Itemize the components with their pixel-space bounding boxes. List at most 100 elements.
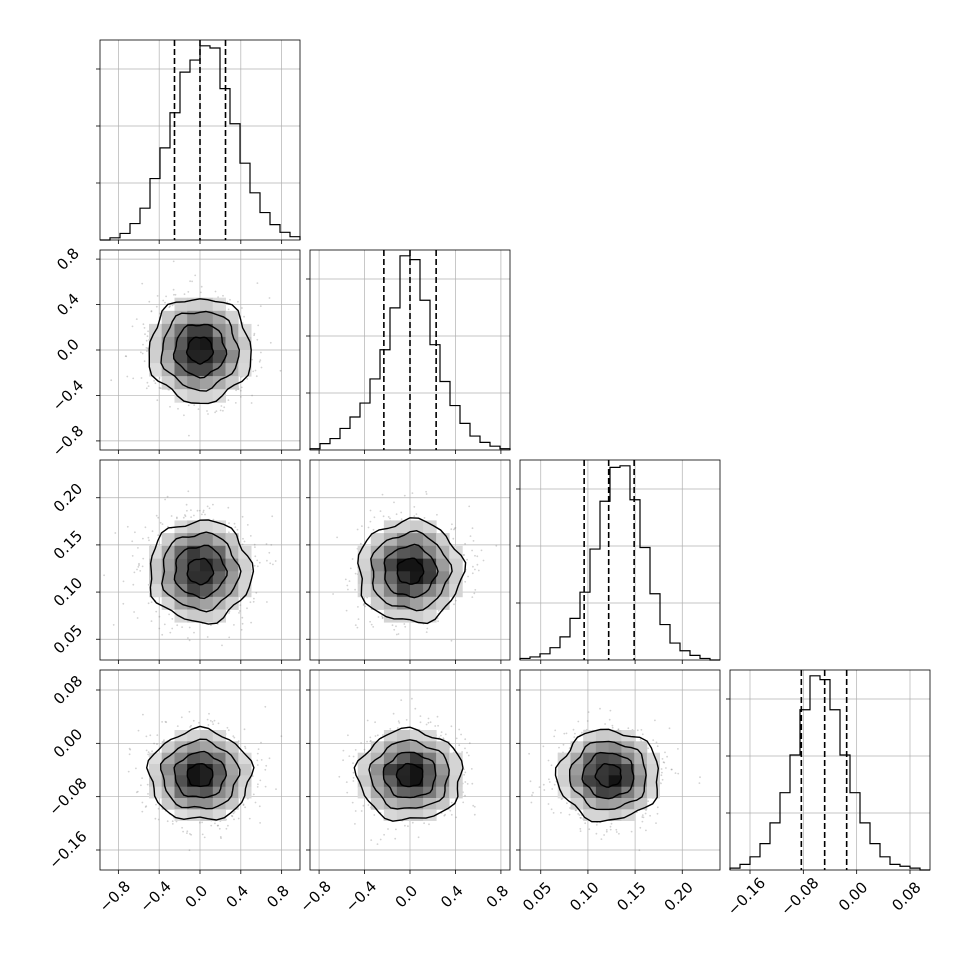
density-cell	[174, 809, 188, 821]
density-cell	[595, 741, 609, 753]
density-cell	[634, 764, 648, 776]
sample-point	[346, 584, 349, 587]
density-cell	[608, 786, 622, 799]
density-cell	[357, 775, 372, 787]
sample-point	[577, 813, 580, 815]
contour-line	[357, 517, 467, 625]
sample-point	[206, 636, 209, 638]
sample-point	[466, 751, 468, 754]
sample-point	[186, 830, 189, 833]
density-cell	[161, 336, 175, 351]
density-cell	[383, 545, 398, 559]
sample-point	[210, 824, 213, 827]
density-cell	[583, 764, 597, 776]
sample-point	[158, 377, 161, 379]
sample-point	[370, 623, 373, 626]
sample-point	[374, 735, 377, 737]
sample-point	[241, 616, 244, 619]
sample-point	[467, 575, 469, 578]
sample-point	[124, 355, 127, 357]
sample-point	[252, 793, 255, 796]
sample-point	[234, 402, 237, 404]
sample-point	[699, 776, 701, 779]
contour-line	[185, 336, 215, 365]
sample-point	[473, 592, 476, 595]
sample-point	[183, 293, 186, 296]
sample-point	[580, 731, 583, 734]
sample-point	[354, 749, 357, 751]
density-cell	[423, 520, 437, 534]
sample-point	[425, 723, 428, 726]
sample-point	[271, 515, 274, 518]
sample-point	[348, 580, 351, 582]
sample-point	[233, 736, 236, 739]
sample-point	[470, 768, 473, 770]
sample-point	[169, 405, 171, 408]
sample-point	[609, 828, 612, 831]
density-cell	[357, 764, 372, 776]
density-cell	[583, 798, 597, 810]
y-tick-label: 0.00	[50, 725, 86, 761]
sample-point	[569, 807, 571, 809]
density-cell	[410, 609, 424, 623]
sample-point	[217, 296, 220, 299]
sample-point	[476, 555, 479, 558]
sample-point	[155, 305, 158, 308]
sample-point	[189, 280, 192, 283]
density-cell	[149, 584, 163, 598]
density-cell	[449, 775, 463, 787]
sample-point	[462, 801, 465, 804]
sample-point	[396, 727, 399, 729]
sample-point	[131, 555, 134, 557]
sample-point	[579, 830, 582, 832]
sample-point	[241, 622, 244, 625]
contour-line	[569, 740, 647, 811]
sample-point	[361, 525, 363, 527]
density-cell	[570, 741, 584, 753]
sample-point	[260, 351, 262, 354]
sample-point	[168, 613, 171, 616]
sample-point	[218, 827, 221, 830]
sample-point	[238, 610, 241, 612]
sample-point	[387, 828, 389, 830]
sample-point	[364, 605, 366, 608]
sample-point	[437, 724, 439, 727]
density-cell	[149, 363, 163, 377]
sample-point	[141, 777, 144, 779]
sample-point	[142, 323, 145, 326]
density-cell	[174, 363, 188, 377]
density-cell	[187, 752, 201, 765]
sample-point	[156, 295, 159, 297]
sample-point	[579, 828, 582, 830]
sample-point	[595, 832, 598, 835]
sample-point	[674, 772, 677, 774]
sample-point	[204, 513, 206, 516]
x-tick-label: −0.8	[296, 877, 334, 915]
sample-point	[194, 274, 197, 277]
density-cell	[200, 609, 214, 623]
sample-point	[144, 526, 147, 529]
panel-frame	[99, 39, 301, 241]
density-cell	[383, 752, 398, 765]
density-cell	[595, 775, 609, 787]
sample-point	[216, 824, 219, 827]
sample-point	[377, 616, 380, 618]
sample-point	[369, 739, 372, 742]
sample-point	[562, 743, 565, 746]
density-cell	[436, 752, 450, 765]
sample-point	[482, 559, 485, 562]
sample-point	[244, 806, 247, 809]
density-cell	[370, 533, 385, 547]
sample-point	[161, 721, 164, 723]
sample-point	[175, 820, 178, 823]
density-cell	[396, 609, 411, 623]
density-cell	[212, 545, 226, 559]
sample-point	[381, 493, 384, 496]
sample-point	[171, 627, 174, 630]
y-tick-label: 0.10	[50, 574, 86, 610]
sample-point	[352, 771, 355, 774]
sample-point	[203, 836, 206, 839]
sample-point	[464, 781, 467, 783]
sample-point	[241, 307, 243, 309]
sample-point	[348, 755, 351, 757]
